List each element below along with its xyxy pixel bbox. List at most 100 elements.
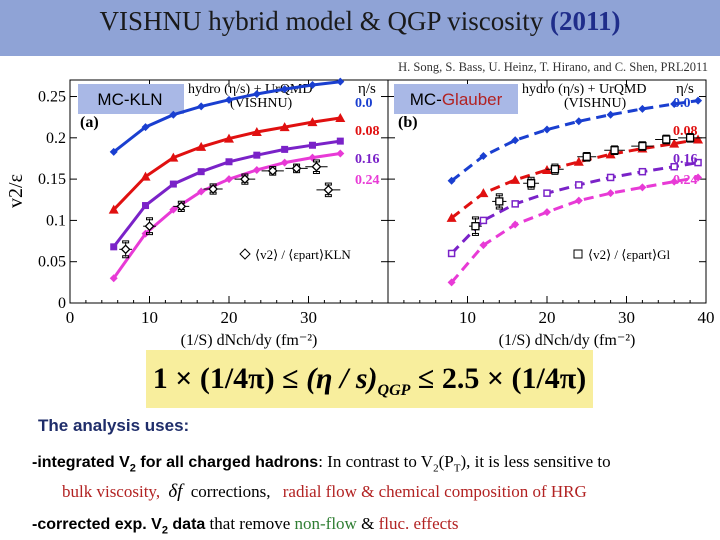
- citation: H. Song, S. Bass, U. Heinz, T. Hirano, a…: [398, 60, 708, 74]
- data-point: [662, 135, 671, 144]
- data-point: [495, 197, 504, 206]
- series-label: 0.0: [355, 96, 373, 111]
- data-point: [311, 161, 322, 172]
- series-point-0.08: [108, 204, 119, 214]
- note3-b: data: [167, 516, 206, 533]
- data-point: [550, 165, 560, 174]
- y-tick-label: 0.05: [38, 254, 66, 271]
- series-point-0.08: [140, 171, 151, 181]
- x-axis-label: (1/S) dNch/dy (fm⁻²): [499, 332, 636, 349]
- legend-sub: (VISHNU): [564, 96, 627, 111]
- note1-d: (P: [438, 452, 454, 471]
- series-point-0.16: [308, 141, 316, 149]
- panel-label: (b): [398, 114, 418, 131]
- series-point-0.16: [694, 158, 702, 167]
- series-point-0.24: [109, 274, 118, 283]
- series-point-0.0: [479, 151, 488, 160]
- series-point-0.24: [670, 177, 679, 186]
- series-line-0.0: [450, 99, 699, 182]
- x-tick-label: 30: [300, 308, 317, 327]
- series-point-0.16: [253, 151, 261, 159]
- y-tick-label: 0.25: [38, 89, 66, 106]
- legend-header: hydro (η/s) + UrQMD: [522, 82, 646, 97]
- note3-a: -corrected exp. V: [32, 516, 162, 533]
- note1-c-sub: 2: [433, 462, 439, 475]
- data-syst-cap: [312, 159, 320, 163]
- series-point-0.16: [225, 158, 233, 166]
- data-legend-label: ⟨v2⟩ / ⟨εpart⟩KLN: [255, 247, 351, 262]
- series-point-0.24: [479, 241, 488, 250]
- series-point-0.24: [511, 220, 520, 229]
- data-syst-cap: [471, 232, 479, 236]
- series-point-0.16: [336, 137, 344, 145]
- note3-e: &: [356, 514, 379, 533]
- data-syst-cap: [495, 193, 503, 197]
- data-syst-cap: [324, 194, 332, 198]
- panel-label: (a): [80, 114, 99, 131]
- note1-d-sub: T: [453, 462, 461, 475]
- data-point: [208, 184, 219, 194]
- note3-sub: 2: [161, 524, 168, 537]
- series-point-0.0: [141, 123, 150, 132]
- series-point-0.08: [446, 212, 457, 222]
- series-point-0.0: [638, 104, 647, 113]
- viscosity-formula: 1 × (1/4π) ≤ (η / s)QGP ≤ 2.5 × (1/4π): [146, 350, 593, 408]
- series-point-0.24: [606, 189, 615, 198]
- data-syst-cap: [122, 255, 130, 259]
- series-point-0.16: [638, 167, 647, 176]
- data-point: [267, 165, 278, 176]
- series-point-0.24: [197, 187, 206, 196]
- series-point-0.16: [670, 162, 678, 171]
- note2-c: radial flow & chemical composition of HR…: [282, 482, 587, 501]
- series-point-0.16: [110, 243, 118, 251]
- chart-area: 0 10 20 30 0 0.05 0.1 0.15 0.2 0.25 MC-KLN hydro (η…: [5, 77, 715, 349]
- series-point-0.08: [168, 152, 179, 162]
- data-point: [144, 221, 155, 232]
- series-point-0.0: [197, 102, 206, 111]
- analysis-intro: The analysis uses:: [38, 416, 190, 435]
- formula-right: ≤ 2.5 × (1/4π): [410, 362, 587, 395]
- series-point-0.24: [336, 149, 345, 158]
- series-point-0.0: [308, 80, 317, 89]
- series-point-0.24: [447, 278, 456, 287]
- series-point-0.16: [511, 200, 519, 208]
- series-point-0.0: [694, 96, 703, 105]
- data-point: [685, 133, 695, 142]
- series-point-0.16: [169, 180, 177, 188]
- series-point-0.08: [307, 117, 318, 127]
- series-point-0.0: [574, 117, 583, 126]
- legend-header: hydro (η/s) + UrQMD: [188, 82, 312, 97]
- series-point-0.08: [196, 141, 207, 151]
- note2-df: δf: [168, 481, 183, 502]
- formula-left: 1 × (1/4π) ≤: [152, 362, 307, 395]
- legend-eta-header: η/s: [676, 81, 694, 97]
- data-syst-cap: [146, 232, 153, 236]
- data-point: [120, 244, 131, 255]
- series-point-0.0: [543, 125, 551, 134]
- data-syst-cap: [495, 206, 503, 210]
- series-label: 0.16: [673, 152, 698, 167]
- data-point: [582, 152, 591, 161]
- series-point-0.0: [336, 77, 345, 86]
- model-label-prefix: MC-: [410, 90, 442, 109]
- series-point-0.08: [478, 188, 489, 198]
- y-tick-label: 0.15: [38, 171, 66, 188]
- series-point-0.16: [142, 202, 150, 210]
- data-point: [323, 184, 334, 195]
- note2-b: corrections,: [186, 482, 271, 501]
- data-point: [291, 163, 302, 174]
- note1-sub: 2: [129, 462, 136, 475]
- data-syst-cap: [471, 216, 479, 220]
- series-point-0.24: [169, 205, 178, 214]
- model-label-box: [78, 84, 184, 114]
- series-point-0.16: [281, 145, 289, 153]
- data-point: [610, 146, 619, 155]
- note-line-3: -corrected exp. V2 data that remove non-…: [32, 514, 459, 536]
- series-label: 0.16: [355, 152, 380, 167]
- series-label: 0.0: [673, 96, 691, 111]
- note1-a: -integrated V: [32, 454, 130, 471]
- data-syst-cap: [146, 217, 153, 221]
- series-point-0.08: [669, 138, 680, 148]
- legend-sub: (VISHNU): [230, 96, 293, 111]
- series-point-0.0: [670, 99, 679, 108]
